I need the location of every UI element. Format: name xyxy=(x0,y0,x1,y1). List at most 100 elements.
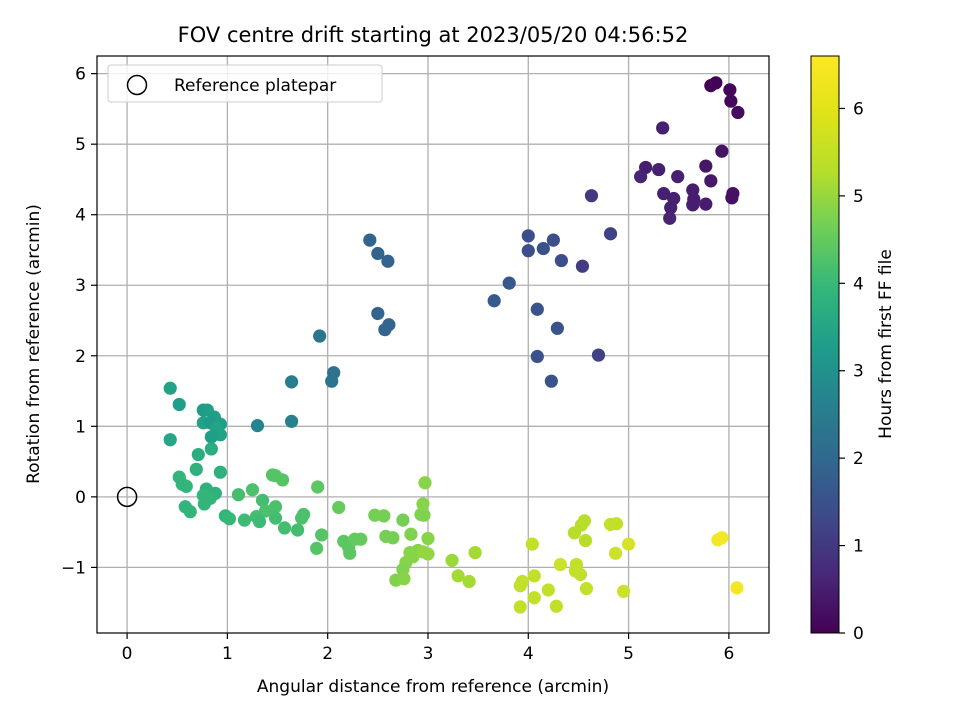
scatter-point xyxy=(163,381,177,395)
legend-entry-reference: Reference platepar xyxy=(174,76,336,96)
scatter-point xyxy=(553,557,567,572)
scatter-point xyxy=(189,462,203,476)
scatter-point xyxy=(657,186,671,201)
scatter-point xyxy=(527,591,541,605)
scatter-point xyxy=(621,537,636,551)
scatter-point xyxy=(577,514,592,528)
scatter-point xyxy=(725,191,739,205)
scatter-point xyxy=(544,374,558,388)
scatter-point xyxy=(724,94,738,108)
scatter-point xyxy=(397,572,411,586)
colorbar-tick-label: 2 xyxy=(853,449,864,469)
scatter-point xyxy=(578,533,593,548)
scatter-point xyxy=(252,514,267,529)
scatter-point xyxy=(487,294,501,308)
scatter-point xyxy=(671,170,685,184)
scatter-point xyxy=(315,528,329,542)
scatter-point xyxy=(686,198,700,212)
scatter-point xyxy=(343,546,357,560)
scatter-point xyxy=(554,253,568,268)
scatter-point xyxy=(715,144,729,158)
scatter-point xyxy=(277,521,292,535)
scatter-point xyxy=(521,244,535,258)
scatter-point xyxy=(404,527,418,541)
scatter-point xyxy=(231,488,246,502)
scatter-point xyxy=(416,545,430,559)
scatter-point xyxy=(731,105,745,120)
scatter-point xyxy=(237,513,252,527)
axes-frame xyxy=(96,55,770,634)
scatter-point xyxy=(634,170,648,184)
scatter-point xyxy=(525,537,539,551)
colorbar-tick-label: 6 xyxy=(853,99,864,119)
scatter-point xyxy=(723,83,737,97)
y-tick-label: 1 xyxy=(75,417,86,437)
scatter-point xyxy=(332,500,346,515)
scatter-point xyxy=(222,512,236,526)
scatter-point xyxy=(704,174,718,188)
scatter-point xyxy=(255,493,270,507)
scatter-point xyxy=(313,329,327,343)
plot-axes xyxy=(96,55,770,634)
scatter-point xyxy=(591,348,606,362)
scatter-point xyxy=(608,546,623,560)
x-axis-ticks: 0 1 2 3 4 5 6 xyxy=(122,633,734,664)
scatter-point xyxy=(386,531,400,545)
scatter-point xyxy=(616,584,631,598)
y-tick-label: 0 xyxy=(75,488,86,508)
scatter-point xyxy=(377,509,391,523)
scatter-point xyxy=(515,574,529,589)
scatter-point xyxy=(656,121,670,135)
scatter-point xyxy=(549,599,563,613)
scatter-point xyxy=(245,483,260,497)
x-tick-label: 6 xyxy=(723,644,734,664)
scatter-point xyxy=(250,419,265,433)
scatter-point xyxy=(371,306,385,321)
scatter-point xyxy=(213,465,227,479)
scatter-point xyxy=(204,430,218,444)
scatter-point xyxy=(416,497,430,511)
y-axis-ticks: −1 0 1 2 3 4 5 6 xyxy=(61,65,97,578)
reference-platepar-marker xyxy=(116,486,138,508)
scatter-point xyxy=(584,189,599,203)
y-tick-label: 6 xyxy=(75,65,86,85)
scatter-point xyxy=(421,531,435,546)
scatter-point xyxy=(310,541,324,555)
scatter-point xyxy=(462,574,476,589)
scatter-point xyxy=(179,479,193,493)
scatter-point xyxy=(275,473,290,487)
colorbar-tick-label: 5 xyxy=(853,187,864,207)
scatter-point xyxy=(197,497,211,511)
scatter-point xyxy=(311,480,325,494)
scatter-point xyxy=(502,276,516,290)
x-tick-label: 1 xyxy=(222,644,233,664)
scatter-point xyxy=(536,241,550,256)
y-axis-label: Rotation from reference (arcmin) xyxy=(24,204,44,484)
scatter-point xyxy=(521,229,535,243)
scatter-point xyxy=(530,302,544,316)
scatter-point xyxy=(172,397,186,412)
scatter-point xyxy=(378,323,392,337)
scatter-point xyxy=(530,349,544,364)
colorbar-tick-label: 3 xyxy=(853,362,864,382)
scatter-point xyxy=(191,447,205,462)
scatter-point xyxy=(550,321,564,335)
scatter-point xyxy=(663,211,677,225)
scatter-point xyxy=(699,159,713,173)
scatter-point xyxy=(579,581,594,596)
scatter-point xyxy=(354,532,368,546)
scatter-point xyxy=(268,500,283,514)
scatter-point xyxy=(709,76,723,90)
x-tick-label: 4 xyxy=(523,644,534,664)
scatter-point xyxy=(325,374,339,388)
colorbar-ticks: 0 1 2 3 4 5 6 xyxy=(839,99,864,644)
x-tick-label: 2 xyxy=(322,644,333,664)
scatter-point xyxy=(546,233,560,247)
y-tick-label: 3 xyxy=(75,276,86,296)
scatter-point xyxy=(297,507,311,522)
scatter-point xyxy=(290,523,305,537)
scatter-point xyxy=(451,569,465,583)
scatter-point xyxy=(715,531,729,545)
scatter-point xyxy=(652,162,666,177)
